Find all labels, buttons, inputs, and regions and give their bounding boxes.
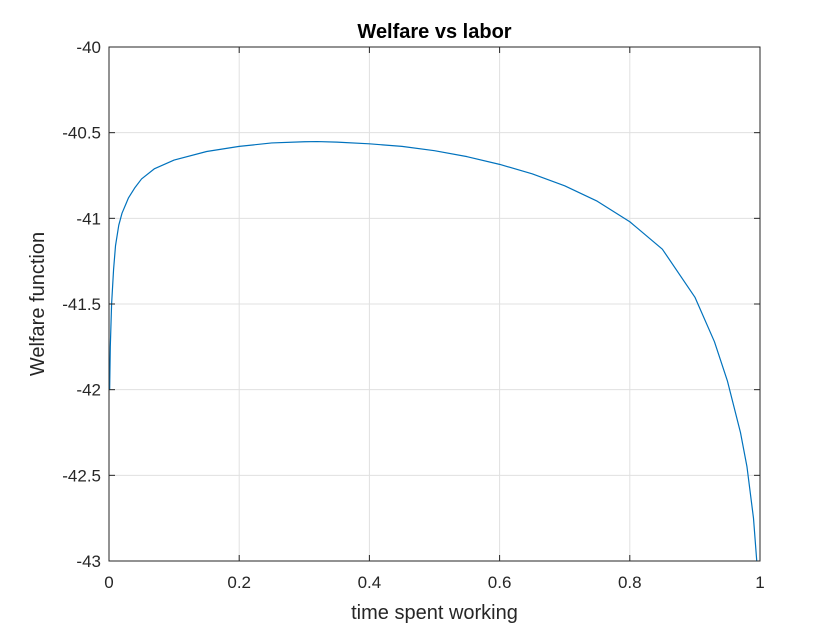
x-tick-label: 1 <box>755 573 764 592</box>
tick-marks <box>108 46 761 562</box>
y-tick-label: -42 <box>76 381 101 400</box>
y-tick-label: -43 <box>76 552 101 571</box>
plot-area: 0 0.2 0.4 0.6 0.8 1 -40-40.5-41-41.5-42-42.5-… <box>62 38 764 592</box>
series-layer <box>109 140 758 562</box>
y-axis-label: Welfare function <box>27 232 49 376</box>
y-tick-labels: -40 -40.5 -41 -41.5 -42 -42.5 -43 <box>62 38 101 571</box>
y-tick-label: -40.5 <box>62 124 101 143</box>
y-tick-label: -41 <box>76 209 101 228</box>
x-tick-label: 0.4 <box>358 573 382 592</box>
y-tick-label: -40 <box>76 38 101 57</box>
x-tick-label: 0.2 <box>227 573 251 592</box>
x-tick-label: 0.6 <box>488 573 512 592</box>
x-tick-label: 0 <box>104 573 113 592</box>
x-tick-label: 0.8 <box>618 573 642 592</box>
x-tick-labels: 0 0.2 0.4 0.6 0.8 1 <box>104 573 764 592</box>
x-axis-label: time spent working <box>351 602 518 624</box>
y-tick-label: -42.5 <box>62 466 101 485</box>
grid-lines <box>109 47 760 561</box>
chart-title: Welfare vs labor <box>357 21 511 43</box>
y-tick-label: -41.5 <box>62 295 101 314</box>
series-line <box>109 140 758 562</box>
